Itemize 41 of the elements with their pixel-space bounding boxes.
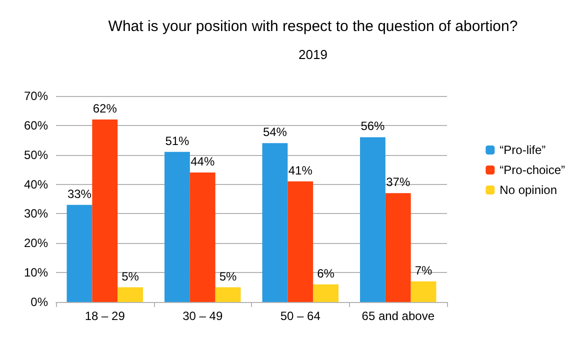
data-label: 6% xyxy=(317,266,335,280)
y-tick-label: 20% xyxy=(24,236,48,250)
data-label: 41% xyxy=(288,163,313,178)
legend-label: “Pro-choice” xyxy=(500,163,566,177)
data-label: 51% xyxy=(165,134,190,148)
x-tick-label: 65 and above xyxy=(362,309,435,323)
data-label: 54% xyxy=(262,125,288,140)
bar xyxy=(164,152,190,302)
y-tick-label: 10% xyxy=(24,266,48,280)
data-label: 7% xyxy=(414,263,433,278)
bar xyxy=(262,143,288,302)
bar xyxy=(118,287,143,302)
bar xyxy=(215,287,241,302)
y-tick-label: 0% xyxy=(30,295,48,309)
bar xyxy=(66,204,92,302)
data-label: 5% xyxy=(122,269,140,284)
bar xyxy=(385,193,411,302)
x-tick-label: 30 – 49 xyxy=(182,309,223,323)
chart-title: What is your position with respect to the question of abortion? xyxy=(108,18,518,35)
data-label: 5% xyxy=(219,269,238,284)
data-label: 62% xyxy=(92,102,118,116)
y-tick-label: 60% xyxy=(24,118,48,132)
data-label: 33% xyxy=(67,186,92,201)
legend-label: No opinion xyxy=(500,183,558,197)
y-tick-label: 30% xyxy=(24,206,48,221)
bar xyxy=(313,284,338,302)
chart-subtitle: 2019 xyxy=(298,47,328,62)
bar xyxy=(410,281,436,302)
data-label: 56% xyxy=(360,119,386,134)
y-tick-label: 70% xyxy=(24,89,48,103)
data-label: 37% xyxy=(386,175,410,190)
x-tick-label: 50 – 64 xyxy=(280,309,321,323)
bar xyxy=(92,120,118,302)
y-tick-label: 50% xyxy=(24,148,48,162)
bar xyxy=(288,181,314,302)
bar xyxy=(360,137,386,302)
data-label: 44% xyxy=(190,154,215,169)
x-tick-label: 18 – 29 xyxy=(84,309,126,323)
legend-label: “Pro-life” xyxy=(500,143,546,157)
y-tick-label: 40% xyxy=(24,177,48,192)
bar xyxy=(190,172,216,302)
